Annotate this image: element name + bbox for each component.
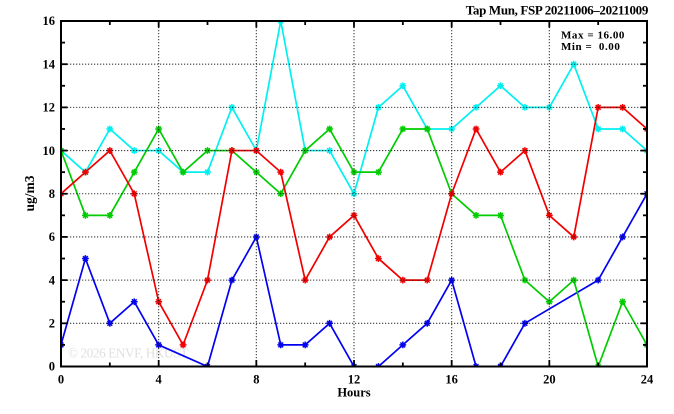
svg-text:10: 10 <box>43 144 56 158</box>
svg-text:2: 2 <box>49 317 55 331</box>
svg-text:8: 8 <box>49 187 55 201</box>
svg-text:© 2026 ENVF, HKUST: © 2026 ENVF, HKUST <box>68 346 188 361</box>
svg-text:4: 4 <box>156 373 163 387</box>
svg-text:12: 12 <box>348 373 361 387</box>
svg-text:20: 20 <box>543 373 556 387</box>
svg-text:Hours: Hours <box>337 386 370 400</box>
svg-text:0: 0 <box>49 360 55 374</box>
svg-text:Max = 16.00: Max = 16.00 <box>561 30 625 42</box>
svg-text:0: 0 <box>58 373 64 387</box>
svg-text:Tap Mun, FSP 20211006–20211009: Tap Mun, FSP 20211006–20211009 <box>466 3 649 18</box>
svg-text:16: 16 <box>445 373 458 387</box>
svg-text:24: 24 <box>641 373 654 387</box>
svg-text:ug/m3: ug/m3 <box>22 175 37 211</box>
svg-text:4: 4 <box>49 273 56 287</box>
svg-text:16: 16 <box>43 14 56 28</box>
svg-text:8: 8 <box>253 373 259 387</box>
svg-text:Min = 0.00: Min = 0.00 <box>561 41 620 53</box>
svg-text:6: 6 <box>49 230 55 244</box>
svg-text:14: 14 <box>43 57 56 71</box>
svg-text:12: 12 <box>43 101 56 115</box>
